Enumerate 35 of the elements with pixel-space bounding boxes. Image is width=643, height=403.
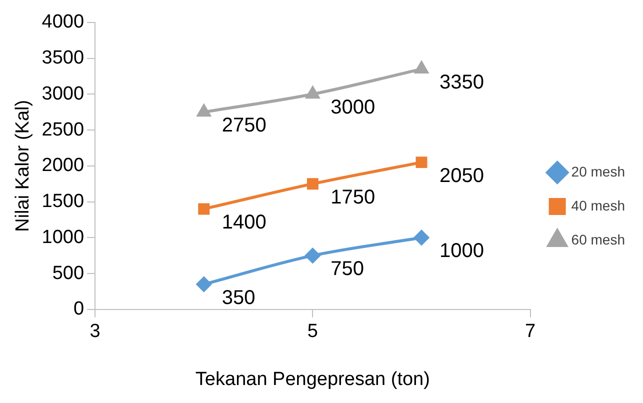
point (198, 203, 210, 215)
data-label: 3350 (439, 72, 484, 94)
y-tick-label: 3500 (42, 48, 84, 69)
y-tick-label: 3000 (42, 83, 84, 104)
x-tick-label: 7 (525, 321, 536, 342)
data-label: 3000 (330, 96, 376, 119)
data-label: 350 (222, 286, 256, 309)
y-tick-label: 1000 (42, 226, 84, 248)
legend-label: 20 mesh (571, 163, 626, 180)
legend-label: 60 mesh (571, 231, 626, 248)
y-axis-title: Nilai Kalor (Kal) (12, 100, 34, 232)
legend-label: 40 mesh (571, 197, 626, 214)
x-tick-label: 5 (307, 321, 318, 342)
data-label: 1750 (330, 186, 376, 208)
y-tick-label: 0 (73, 298, 84, 320)
y-tick-label: 500 (52, 262, 84, 284)
point (414, 230, 429, 246)
data-label: 2750 (222, 114, 266, 137)
point (306, 86, 320, 99)
point (305, 248, 320, 264)
data-label: 1000 (439, 240, 484, 262)
y-tick-label: 1500 (42, 191, 84, 212)
point (414, 62, 428, 74)
point (306, 178, 318, 190)
x-axis-title: Tekanan Pengepresan (ton) (195, 368, 430, 390)
y-tick-label: 2000 (42, 155, 84, 176)
data-label: 1400 (222, 211, 266, 234)
x-tick-label: 3 (90, 321, 100, 342)
point (196, 276, 212, 292)
data-label: 2050 (439, 164, 484, 187)
point (416, 156, 428, 168)
data-label: 750 (330, 258, 364, 280)
y-tick-label: 2500 (42, 119, 84, 140)
y-tick-label: 4000 (42, 12, 84, 33)
point (197, 104, 211, 117)
